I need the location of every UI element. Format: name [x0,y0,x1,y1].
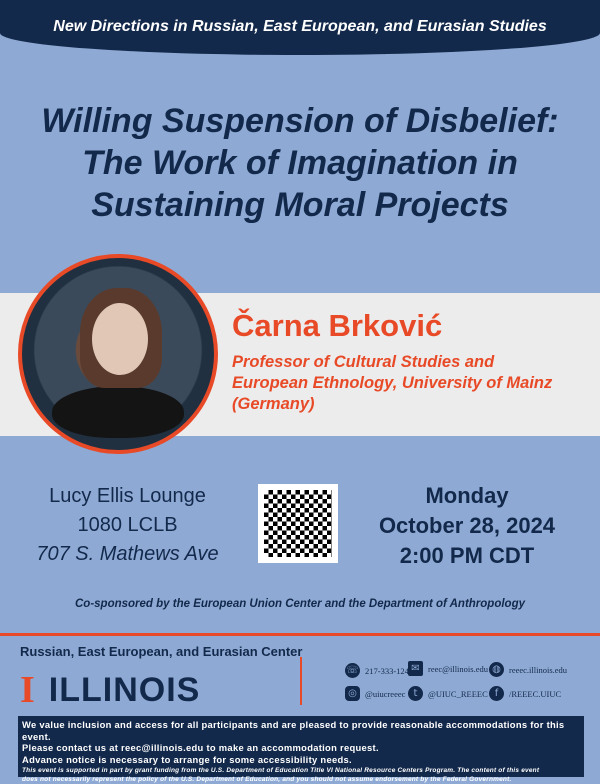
instagram-contact[interactable]: ◎ @uiucreeec [345,686,405,701]
illinois-logo: I ILLINOIS [20,668,200,712]
venue-line: Lucy Ellis Lounge [49,485,206,507]
title-line: Sustaining Moral Projects [91,186,509,224]
date-line: October 28, 2024 [378,513,556,538]
accessibility-notice: We value inclusion and access for all pa… [18,716,584,783]
globe-icon: ◍ [489,662,504,677]
instagram-icon: ◎ [345,686,360,701]
venue-line: 1080 LCLB [77,514,178,536]
role-line: (Germany) [232,395,315,413]
logo-wordmark: ILLINOIS [48,670,201,709]
disclaimer-line: does not necessarily represent the polic… [22,776,512,783]
phone-contact: ☏ 217-333-1244 [345,663,413,678]
venue-line: 707 S. Mathews Ave [36,543,219,565]
twitter-icon: t [408,686,423,701]
speaker-name: Čarna Brković [232,308,443,343]
title-line: Willing Suspension of Disbelief: [41,102,559,140]
email-contact[interactable]: ✉ reec@illinois.edu [408,661,488,676]
notice-line: Please contact us at reec@illinois.edu t… [22,742,379,753]
contact-text[interactable]: reeec.illinois.edu [509,664,568,675]
contact-text[interactable]: @UIUC_REEEC [428,688,488,699]
contact-text: 217-333-1244 [365,665,414,676]
speaker-photo [18,254,218,454]
header-band [0,0,600,55]
qr-code[interactable] [258,484,338,563]
title-line: The Work of Imagination in [82,144,518,182]
disclaimer-line: This event is supported in part by grant… [22,767,540,774]
role-line: Professor of Cultural Studies and [232,353,495,371]
notice-line: We value inclusion and access for all pa… [22,719,565,742]
facebook-icon: f [489,686,504,701]
event-date: Monday October 28, 2024 2:00 PM CDT [357,481,577,571]
twitter-contact[interactable]: t @UIUC_REEEC [408,686,488,701]
notice-line: Advance notice is necessary to arrange f… [22,753,352,765]
date-line: 2:00 PM CDT [399,543,535,568]
vertical-divider [300,657,302,705]
phone-icon: ☏ [345,663,360,678]
block-i-icon: I [20,669,35,711]
role-line: European Ethnology, University of Mainz [232,374,553,392]
date-line: Monday [425,483,509,508]
website-contact[interactable]: ◍ reeec.illinois.edu [489,662,567,677]
divider [0,633,600,636]
contact-text[interactable]: reec@illinois.edu [428,663,488,674]
facebook-contact[interactable]: f/REEEC.UIUC [489,686,561,701]
center-name: Russian, East European, and Eurasian Cen… [20,644,303,659]
event-title: Willing Suspension of Disbelief: The Wor… [0,100,600,226]
series-title: New Directions in Russian, East European… [53,18,547,35]
speaker-role: Professor of Cultural Studies and Europe… [232,352,562,415]
contact-text[interactable]: @uiucreeec [365,688,406,699]
contact-text[interactable]: /REEEC.UIUC [509,688,562,699]
venue: Lucy Ellis Lounge 1080 LCLB 707 S. Mathe… [20,482,235,569]
mail-icon: ✉ [408,661,423,676]
cosponsor-text: Co-sponsored by the European Union Cente… [75,598,525,610]
